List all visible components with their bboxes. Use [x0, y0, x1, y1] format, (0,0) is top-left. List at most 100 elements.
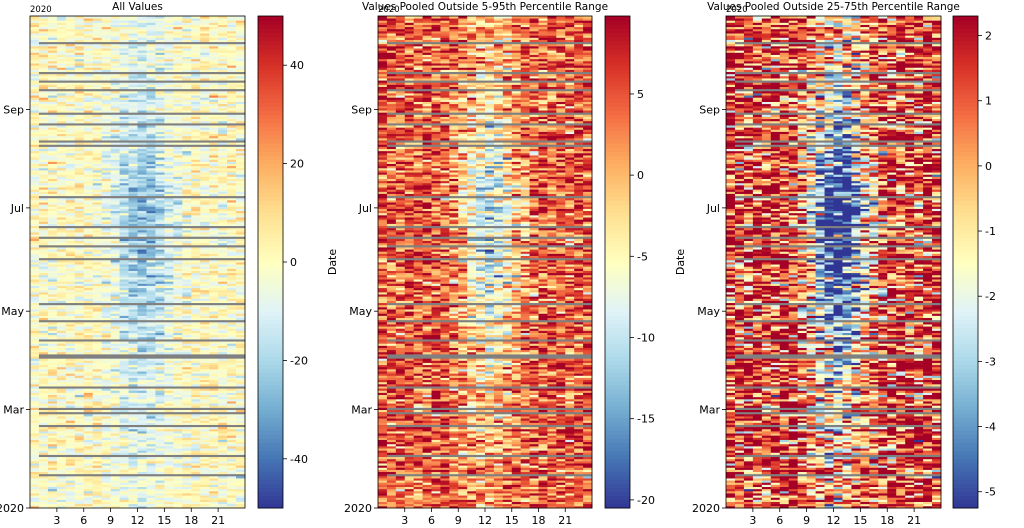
- heatmap-cell: [191, 379, 201, 383]
- heatmap-cell: [191, 478, 201, 481]
- heatmap-cell: [119, 456, 129, 460]
- heatmap-cell: [30, 452, 40, 455]
- heatmap-cell: [56, 454, 67, 458]
- heatmap-cell: [92, 396, 103, 400]
- heatmap-cell: [236, 435, 246, 438]
- heatmap-cell: [83, 497, 94, 500]
- heatmap-cell: [137, 495, 147, 498]
- heatmap-cell: [227, 353, 237, 357]
- heatmap-cell: [83, 401, 94, 404]
- heatmap-cell: [137, 422, 147, 425]
- heatmap-cell: [137, 403, 147, 406]
- heatmap-cell: [101, 420, 112, 423]
- heatmap-cell: [119, 488, 129, 492]
- heatmap-cell: [56, 371, 67, 374]
- heatmap-cell: [30, 405, 40, 408]
- heatmap-cell: [182, 473, 192, 477]
- heatmap-cell: [47, 469, 58, 473]
- heatmap-cell: [128, 465, 138, 468]
- heatmap-cell: [155, 422, 165, 425]
- heatmap-cell: [236, 437, 246, 440]
- heatmap-cell: [227, 490, 237, 494]
- heatmap-cell: [227, 454, 237, 458]
- heatmap-cell: [173, 497, 183, 500]
- heatmap-cell: [83, 388, 94, 391]
- heatmap-cell: [227, 358, 237, 361]
- heatmap-cell: [236, 426, 246, 430]
- heatmap-cell: [74, 411, 85, 415]
- heatmap-cell: [182, 381, 192, 385]
- heatmap-cell: [65, 413, 76, 417]
- heatmap-cell: [47, 379, 58, 383]
- heatmap-cell: [191, 503, 201, 507]
- heatmap-cell: [92, 379, 103, 383]
- heatmap-cell: [83, 364, 94, 368]
- heatmap-cell: [101, 439, 112, 443]
- heatmap-cell: [182, 371, 192, 374]
- heatmap-cell: [227, 460, 237, 464]
- heatmap-cell: [155, 471, 165, 475]
- heatmap-cell: [101, 386, 112, 389]
- heatmap-cell: [83, 495, 94, 498]
- heatmap-cell: [65, 416, 76, 419]
- heatmap-cell: [65, 366, 76, 370]
- heatmap-cell: [227, 473, 237, 477]
- heatmap-cell: [56, 430, 67, 434]
- heatmap-cell: [155, 356, 165, 359]
- heatmap-cell: [218, 488, 228, 492]
- heatmap-cell: [101, 368, 112, 372]
- heatmap-cell: [155, 366, 165, 370]
- heatmap-cell: [56, 373, 67, 376]
- heatmap-cell: [164, 505, 174, 509]
- heatmap-cell: [30, 450, 40, 453]
- heatmap-cell: [200, 495, 210, 498]
- heatmap-cell: [164, 396, 174, 400]
- heatmap-cell: [155, 493, 165, 496]
- heatmap-cell: [47, 501, 58, 505]
- heatmap-cell: [101, 351, 112, 355]
- heatmap-cell: [209, 375, 219, 378]
- heatmap-cell: [128, 486, 138, 490]
- heatmap-cell: [182, 465, 192, 468]
- heatmap-cell: [74, 368, 85, 372]
- heatmap-cell: [137, 396, 147, 400]
- heatmap-cell: [38, 475, 49, 479]
- heatmap-cell: [218, 362, 228, 366]
- heatmap-cell: [92, 426, 103, 430]
- heatmap-cell: [110, 377, 120, 381]
- heatmap-cell: [110, 386, 120, 389]
- heatmap-cell: [236, 364, 246, 368]
- heatmap-cell: [155, 460, 165, 464]
- heatmap-cell: [119, 501, 129, 505]
- heatmap-cell: [218, 373, 228, 376]
- heatmap-cell: [146, 467, 156, 470]
- heatmap-cell: [173, 458, 183, 462]
- heatmap-cell: [236, 388, 246, 391]
- heatmap-cell: [227, 368, 237, 372]
- heatmap-cell: [65, 388, 76, 391]
- heatmap-cell: [110, 460, 120, 464]
- heatmap-cell: [200, 490, 210, 494]
- heatmap-cell: [173, 416, 183, 419]
- heatmap-cell: [182, 353, 192, 357]
- heatmap-cell: [218, 407, 228, 410]
- heatmap-cell: [146, 379, 156, 383]
- heatmap-cell: [92, 407, 103, 410]
- heatmap-cell: [47, 503, 58, 507]
- heatmap-cell: [236, 394, 246, 398]
- heatmap-cell: [128, 490, 138, 494]
- heatmap-cell: [173, 435, 183, 438]
- heatmap-cell: [74, 360, 85, 363]
- heatmap-cell: [173, 490, 183, 494]
- heatmap-cell: [236, 381, 246, 385]
- heatmap-cell: [38, 407, 49, 410]
- heatmap-cell: [191, 392, 201, 396]
- heatmap-cell: [173, 386, 183, 389]
- heatmap-cell: [65, 433, 76, 436]
- heatmap-cell: [47, 478, 58, 481]
- heatmap-cell: [218, 426, 228, 430]
- heatmap-cell: [218, 486, 228, 490]
- heatmap-cell: [30, 373, 40, 376]
- heatmap-cell: [128, 403, 138, 406]
- heatmap-cell: [155, 390, 165, 393]
